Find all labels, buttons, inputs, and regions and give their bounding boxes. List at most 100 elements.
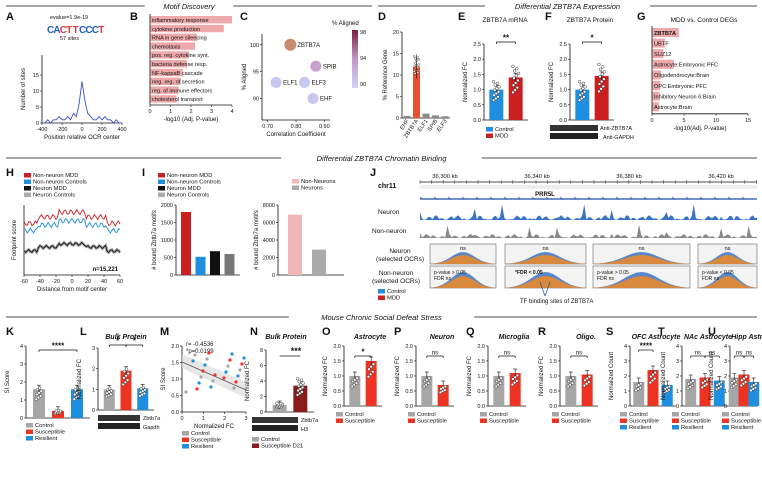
y-axis-label: Normalized Count bbox=[661, 352, 667, 400]
motif-point-label: ZBTB7A bbox=[297, 43, 320, 49]
x-tick-label: 0 bbox=[80, 127, 83, 133]
blot-label: Anti-GAPDH bbox=[603, 135, 634, 141]
panel-letter-h: H bbox=[6, 167, 14, 179]
legend-swatch bbox=[620, 412, 627, 417]
legend-panelI-0: Non-neuron MDD bbox=[167, 173, 212, 179]
enrichment-bar bbox=[150, 24, 224, 33]
data-dot bbox=[734, 377, 739, 382]
data-dot bbox=[580, 96, 584, 101]
y-axis-label: # bound Zbtb7a motifs bbox=[152, 210, 158, 270]
y-tick-label: 1.0 bbox=[171, 377, 179, 383]
data-dot bbox=[443, 384, 448, 389]
data-dot bbox=[571, 376, 575, 380]
y-tick-label: 0.0 bbox=[549, 404, 557, 410]
bound-motif-bar bbox=[210, 251, 220, 275]
section-title-stress: Mouse Chronic Social Defeat Stress bbox=[321, 313, 442, 322]
gene-name: PRR5L bbox=[535, 192, 555, 198]
legend-swatch bbox=[292, 185, 299, 190]
gene-arrow bbox=[629, 196, 634, 200]
y-tick-label: 8000 bbox=[263, 203, 275, 209]
data-dot bbox=[491, 80, 496, 84]
motif-logo-letter: T bbox=[98, 25, 104, 36]
data-dot bbox=[298, 387, 302, 391]
data-dot bbox=[583, 378, 587, 382]
x-tick-label: 0 bbox=[180, 416, 183, 422]
y-tick-label: 0 bbox=[36, 121, 39, 127]
data-dot bbox=[742, 376, 746, 381]
y-tick-label: 0 bbox=[170, 273, 173, 279]
motif-logo-letter: C bbox=[85, 25, 92, 36]
y-tick-label: 8 bbox=[260, 348, 263, 354]
legend-swatch bbox=[158, 186, 165, 191]
legend-panelK-1: Susceptible bbox=[35, 430, 65, 436]
data-dot bbox=[515, 85, 519, 90]
motif-logo-letter: A bbox=[53, 25, 60, 36]
bar-0 bbox=[728, 377, 740, 406]
western-blot-band bbox=[550, 125, 598, 131]
y-tick-label: 3 bbox=[676, 359, 679, 365]
data-dot bbox=[729, 385, 734, 390]
scatter-point bbox=[238, 368, 242, 372]
bar-1 bbox=[293, 385, 308, 412]
panel-letter-g: G bbox=[637, 11, 646, 23]
data-dot bbox=[598, 75, 602, 79]
data-dot bbox=[417, 63, 421, 66]
y-tick-label: 3 bbox=[20, 362, 23, 368]
y-tick-label: 6 bbox=[260, 364, 263, 370]
legend-swatch bbox=[378, 295, 385, 300]
go-term: RNA in gene silencing bbox=[152, 36, 207, 42]
data-dot bbox=[412, 65, 416, 68]
scatter-point bbox=[230, 352, 234, 356]
y-tick-label: 2.0 bbox=[171, 344, 179, 350]
enrichment-bar bbox=[150, 42, 196, 50]
blot-label: Gapdh bbox=[143, 425, 160, 431]
y-axis-label: % Reference Gene bbox=[383, 49, 389, 101]
deg-term: ZBTB7A bbox=[654, 31, 676, 37]
gene-arrow bbox=[699, 196, 704, 200]
tf-pointer bbox=[544, 281, 551, 297]
legend-swatch bbox=[480, 412, 487, 417]
data-dot bbox=[512, 76, 516, 80]
motif-point-elf1 bbox=[270, 76, 282, 88]
x-axis-label: Distance from motif center bbox=[37, 287, 107, 293]
correlation-p: *p=0.0199 bbox=[186, 349, 214, 355]
data-dot bbox=[37, 391, 41, 395]
deg-term: Astrocyte:Embryonic PFC bbox=[654, 63, 718, 69]
significance-panelP: ns bbox=[432, 351, 438, 357]
gene-arrow bbox=[601, 196, 606, 200]
panelQ-title: Microglia bbox=[499, 334, 530, 341]
track-label-neuron: Neuron bbox=[378, 209, 400, 216]
bar-1 bbox=[365, 361, 377, 406]
significance-panelE: ** bbox=[503, 34, 510, 43]
scatter-point bbox=[203, 363, 207, 367]
data-dot bbox=[39, 389, 43, 393]
panel-letter-n: N bbox=[250, 326, 258, 338]
panelO-title: Astrocyte bbox=[353, 334, 386, 341]
data-dot bbox=[579, 88, 583, 92]
bar-1 bbox=[738, 374, 750, 406]
scatter-point bbox=[242, 356, 246, 360]
data-dot bbox=[355, 376, 359, 380]
x-axis-label: Correlation Coefficient bbox=[266, 132, 326, 138]
bound-motif-bar bbox=[312, 249, 326, 275]
panel-letter-b: B bbox=[130, 11, 138, 23]
y-tick-label: 2000 bbox=[263, 256, 275, 262]
legend-panelR-0: Control bbox=[561, 412, 580, 418]
data-dot bbox=[688, 385, 692, 389]
data-dot bbox=[39, 394, 43, 398]
bar-0 bbox=[421, 376, 433, 406]
x-tick-label: 10 bbox=[713, 118, 719, 124]
x-axis-label: Normalized FC bbox=[194, 424, 235, 430]
x-tick-label: 0.70 bbox=[262, 124, 273, 130]
data-dot bbox=[412, 70, 416, 73]
motif-point-zbtb7a bbox=[284, 38, 297, 51]
panel-letter-s: S bbox=[606, 326, 613, 338]
scatter-point bbox=[234, 380, 238, 384]
y-tick-label: 1.0 bbox=[473, 88, 481, 94]
data-dot bbox=[75, 391, 79, 395]
blot-label: Zbtb7a bbox=[143, 416, 161, 422]
data-dot bbox=[510, 382, 515, 387]
panel-letter-j: J bbox=[370, 167, 376, 179]
reference-bar-elf3 bbox=[441, 116, 449, 118]
scatter-point bbox=[191, 359, 195, 363]
